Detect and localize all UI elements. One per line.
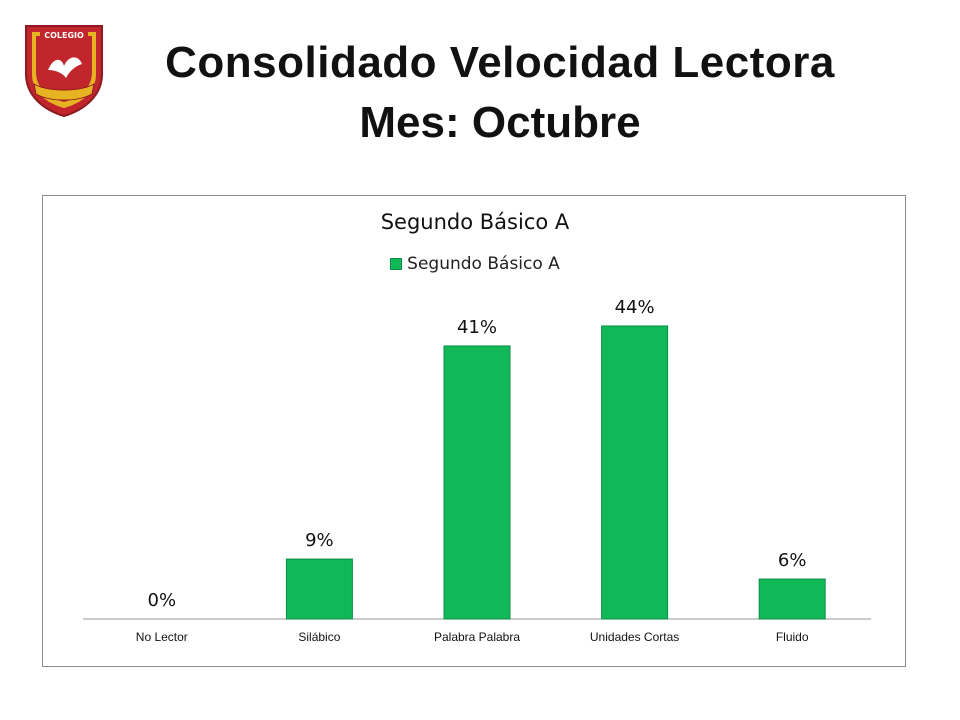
x-tick-label: Palabra Palabra (434, 630, 520, 644)
chart-title: Segundo Básico A (380, 210, 570, 234)
x-tick-label: Fluido (776, 630, 809, 644)
bar (758, 578, 826, 620)
data-label: 6% (778, 550, 807, 571)
logo-text: COLEGIO (44, 31, 84, 40)
bar (285, 558, 353, 620)
bar (443, 345, 511, 620)
data-label: 0% (148, 590, 177, 611)
page-subtitle: Mes: Octubre (359, 98, 641, 147)
data-label: 44% (615, 297, 655, 318)
bar (601, 325, 669, 620)
x-tick-label: Silábico (298, 630, 340, 644)
data-label: 9% (305, 530, 334, 551)
legend-label: Segundo Básico A (407, 254, 560, 274)
x-tick-label: No Lector (136, 630, 188, 644)
x-tick-label: Unidades Cortas (590, 630, 679, 644)
chart-legend: Segundo Básico A (43, 254, 907, 274)
school-crest-logo: COLEGIO (22, 22, 106, 118)
data-label: 41% (457, 317, 497, 338)
legend-swatch (390, 258, 403, 270)
page-title: Consolidado Velocidad Lectora (165, 38, 835, 87)
chart-area: Segundo Básico A Segundo Básico A 0% No L… (42, 195, 906, 667)
bar-chart: 0% No Lector 9% Silábico 41% Palabra Palabra 4… (83, 297, 871, 644)
